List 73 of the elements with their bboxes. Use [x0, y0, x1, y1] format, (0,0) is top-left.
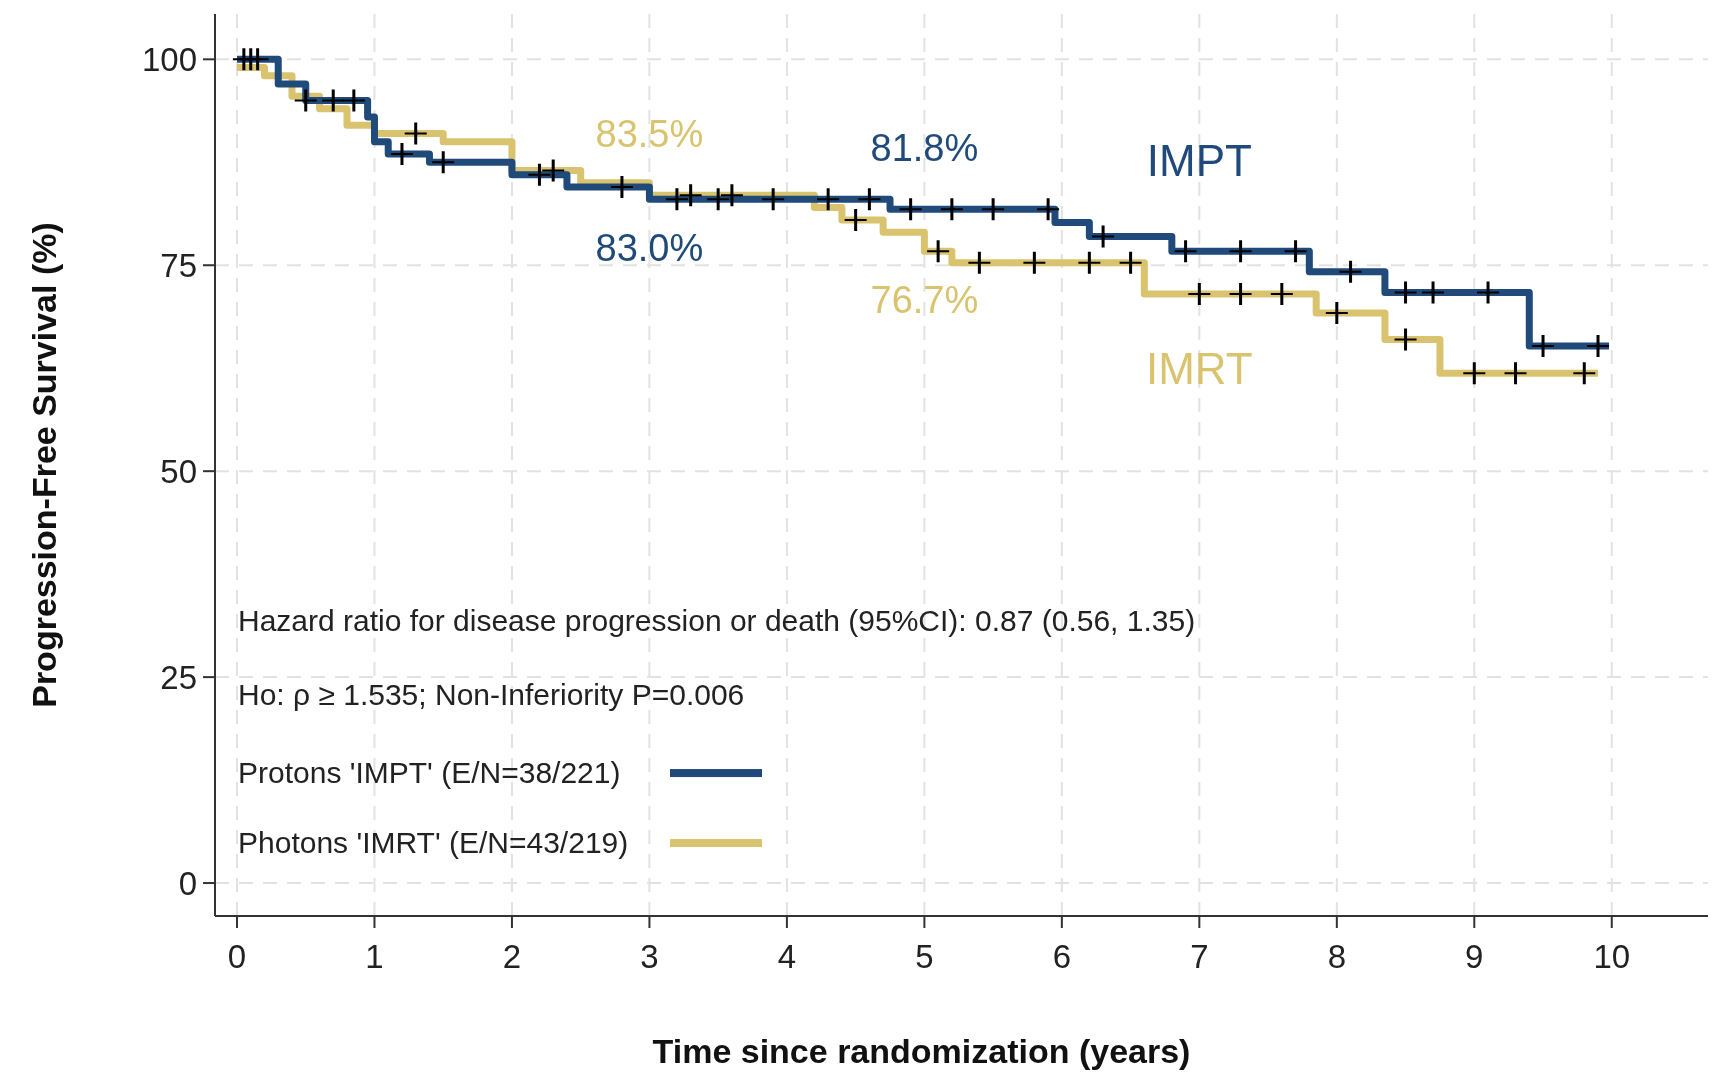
point	[1229, 240, 1252, 263]
point	[528, 163, 551, 186]
x-tick-label: 3	[640, 938, 659, 975]
point	[707, 188, 730, 211]
x-tick-label: 1	[365, 938, 384, 975]
point	[1174, 240, 1197, 263]
point	[432, 151, 455, 174]
legend-label: Photons 'IMRT' (E/N=43/219)	[238, 826, 629, 860]
x-tick-label: 9	[1465, 938, 1484, 975]
point	[1270, 283, 1293, 306]
y-tick-label: 100	[141, 40, 197, 78]
x-tick-label: 0	[227, 938, 247, 975]
point	[1422, 281, 1445, 304]
point	[1587, 334, 1610, 357]
y-tick-label: 50	[160, 452, 197, 490]
y-tick-label: 75	[160, 246, 197, 284]
x-tick-label: 2	[502, 938, 522, 975]
x-tick-label: 7	[1190, 938, 1209, 975]
point	[610, 175, 633, 198]
point	[1325, 302, 1348, 325]
point	[1504, 362, 1527, 385]
point	[1573, 362, 1596, 385]
point	[1339, 260, 1362, 283]
x-tick-label: 4	[777, 938, 797, 975]
point	[968, 251, 991, 274]
point	[1092, 225, 1115, 248]
point	[720, 184, 743, 207]
x-tick-label: 5	[915, 938, 934, 975]
point	[1023, 251, 1046, 274]
point	[1229, 283, 1252, 306]
annotation: 81.8%	[870, 127, 979, 170]
point	[762, 188, 785, 211]
point	[1463, 362, 1486, 385]
annotation: 83.0%	[595, 227, 704, 270]
y-tick-label: 0	[178, 864, 197, 902]
point	[542, 159, 565, 182]
point	[294, 89, 317, 112]
point	[927, 240, 950, 263]
annotation: 83.5%	[595, 113, 704, 156]
x-tick-label: 6	[1052, 938, 1072, 975]
point	[390, 143, 413, 166]
point	[1188, 283, 1211, 306]
point	[1284, 240, 1307, 263]
point	[679, 184, 702, 207]
point	[858, 188, 881, 211]
point	[322, 89, 345, 112]
annotation: IMRT	[1145, 344, 1253, 394]
point	[404, 122, 427, 145]
point	[1477, 281, 1500, 304]
annotation: 76.7%	[870, 279, 979, 322]
point	[940, 198, 963, 221]
point	[665, 188, 688, 211]
annotation: Ho: ρ ≥ 1.535; Non-Inferiority P=0.006	[238, 678, 745, 712]
x-tick-label: 10	[1593, 938, 1631, 975]
point	[899, 198, 922, 221]
annotation: IMPT	[1146, 136, 1252, 186]
point	[1037, 198, 1060, 221]
point	[1394, 328, 1417, 351]
point	[982, 198, 1005, 221]
point	[1078, 251, 1101, 274]
x-tick-label: 8	[1327, 938, 1346, 975]
point	[342, 89, 365, 112]
point	[1394, 281, 1417, 304]
y-tick-label: 25	[160, 658, 197, 696]
point	[817, 188, 840, 211]
y-axis-title: Progression-Free Survival (%)	[25, 222, 63, 708]
point	[1119, 251, 1142, 274]
x-axis-title: Time since randomization (years)	[652, 1032, 1191, 1070]
annotation: Hazard ratio for disease progression or death (95%CI): 0.87 (0.56, 1.35)	[238, 604, 1196, 638]
point	[246, 48, 269, 71]
point	[844, 208, 867, 231]
point	[1532, 334, 1555, 357]
legend-label: Protons 'IMPT' (E/N=38/221)	[238, 756, 621, 790]
